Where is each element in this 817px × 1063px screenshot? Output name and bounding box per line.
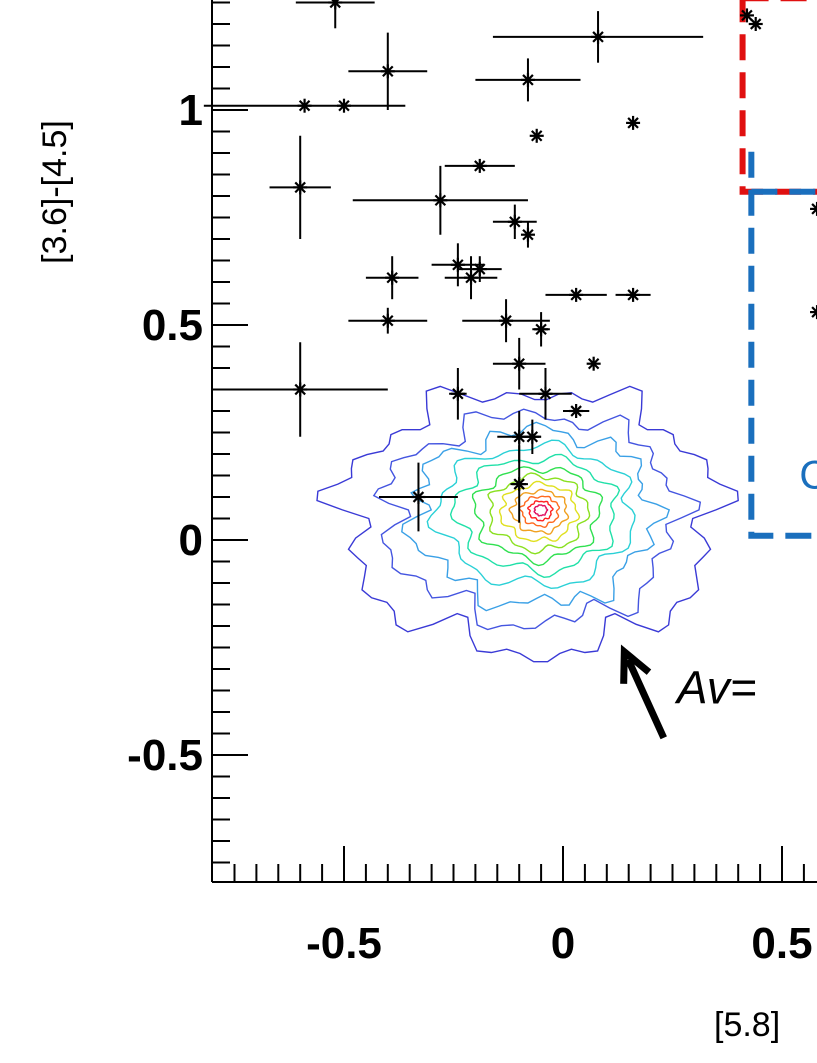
density-contour	[401, 421, 671, 612]
density-contour	[316, 385, 739, 663]
data-point	[450, 386, 465, 401]
data-point	[507, 214, 522, 229]
selection-regions: C	[739, 0, 817, 539]
selection-region-label: C	[799, 453, 817, 497]
data-point	[739, 8, 754, 23]
density-contours	[316, 385, 739, 663]
data-point	[748, 17, 763, 31]
data-point	[297, 98, 312, 113]
x-tick-label: -0.5	[306, 919, 382, 968]
density-contour	[426, 439, 636, 590]
x-tick-label: 0.5	[751, 919, 812, 968]
arrow-head	[620, 644, 652, 684]
arrow-shaft	[625, 658, 667, 740]
data-point	[569, 404, 584, 418]
data-point	[380, 64, 395, 79]
density-contour	[527, 500, 554, 522]
data-point	[525, 429, 540, 444]
density-contour	[508, 488, 570, 535]
data-point	[380, 313, 395, 328]
x-tick-label: 0	[551, 919, 575, 968]
data-point	[520, 72, 535, 87]
data-point	[328, 0, 343, 10]
data-point	[472, 158, 487, 173]
density-contour	[449, 453, 621, 579]
y-tick-label: 0	[179, 516, 203, 565]
data-point	[433, 193, 448, 208]
density-contour	[471, 466, 604, 567]
y-tick-label: -0.5	[127, 731, 203, 780]
density-contour	[518, 495, 561, 529]
data-point	[411, 490, 426, 504]
density-contour	[487, 472, 591, 555]
selection-region-box	[748, 151, 817, 539]
data-point	[293, 382, 308, 397]
extinction-annotation: Av=	[620, 644, 757, 740]
y-tick-label: 1	[179, 86, 203, 135]
data-point	[472, 262, 487, 277]
data-point	[538, 386, 553, 401]
data-point	[626, 287, 641, 302]
density-contour	[498, 480, 581, 543]
y-axis-title: [3.6]-[4.5]	[36, 120, 74, 264]
density-contour	[533, 504, 549, 517]
data-point	[499, 313, 514, 328]
data-point	[512, 477, 527, 492]
data-point	[520, 227, 535, 242]
axes: -0.5 0 0.5 -0.5 0 0.5 1	[127, 0, 817, 968]
data-point	[810, 305, 817, 320]
data-points	[203, 0, 817, 532]
data-point	[810, 201, 817, 216]
y-tick-label: 0.5	[142, 301, 203, 350]
data-point	[569, 287, 584, 302]
data-point	[293, 180, 308, 195]
data-point	[464, 270, 479, 285]
extinction-label: Av=	[674, 661, 757, 713]
data-point	[626, 115, 641, 130]
data-point	[385, 270, 400, 285]
data-point	[512, 429, 527, 444]
data-point	[512, 356, 527, 371]
data-point	[534, 322, 549, 337]
data-point	[586, 356, 601, 371]
x-axis-title: [5.8]	[714, 1006, 780, 1044]
data-point	[529, 128, 544, 143]
density-contour	[372, 408, 702, 631]
data-point	[591, 29, 606, 44]
